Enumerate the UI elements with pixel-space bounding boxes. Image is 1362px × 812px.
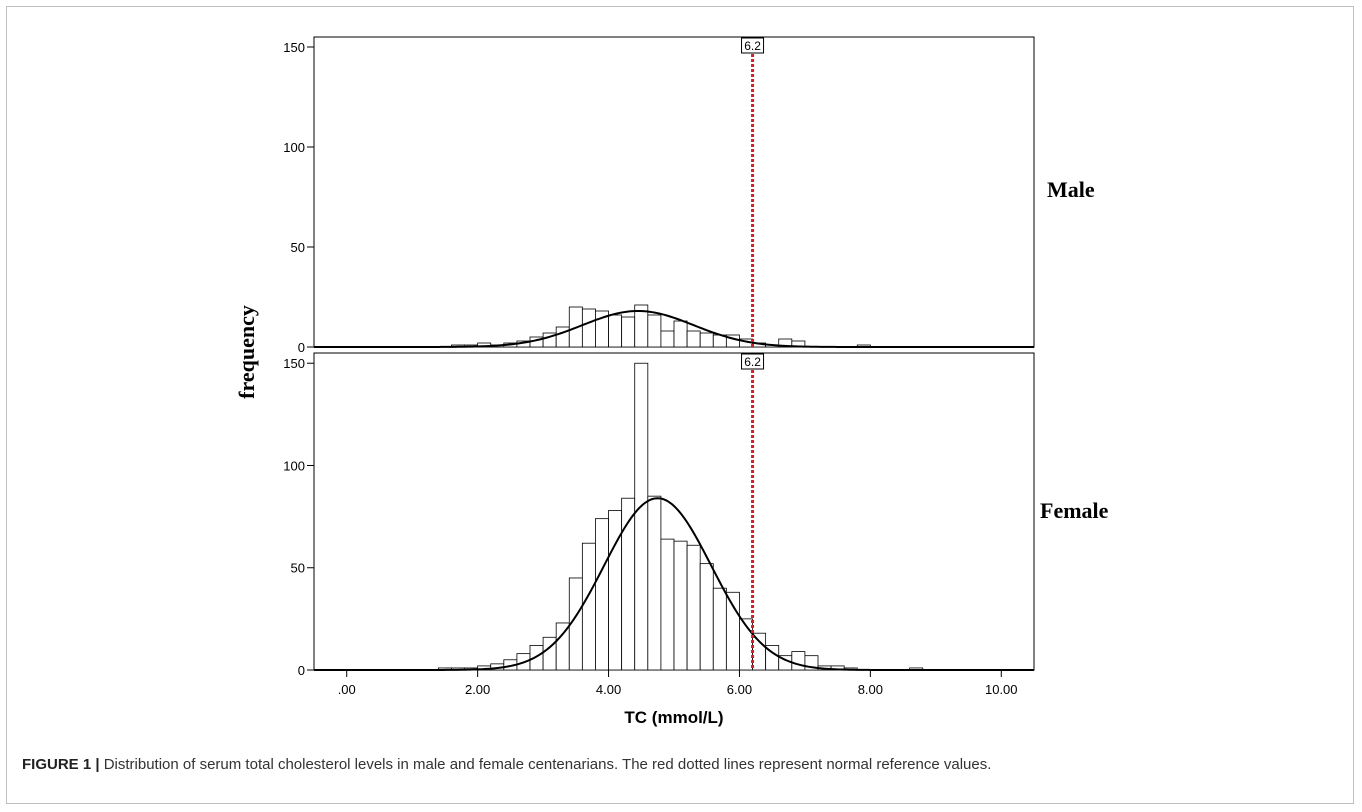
figure-frame [6, 6, 1354, 804]
male-bar-18 [686, 330, 701, 348]
male-bar-12 [608, 314, 623, 348]
male-bar-16 [660, 330, 675, 348]
x-axis: .00 2.00 4.00 6.00 8.00 10.00 [338, 670, 1018, 697]
figure-caption: FIGURE 1 | Distribution of serum total c… [22, 756, 1342, 773]
female-bar-27 [791, 651, 806, 671]
female-bar-7 [529, 645, 544, 671]
x-axis-title: TC (mmol/L) [624, 708, 723, 727]
female-bar-12 [595, 518, 609, 671]
female-bar-16 [647, 495, 662, 671]
female-y-tick-label-1: 50 [291, 561, 305, 576]
male-bar-19 [699, 332, 714, 348]
male-bar-15 [647, 314, 662, 348]
male-y-tick-label-0: 0 [298, 340, 305, 355]
x-tick-label-4: 8.00 [858, 682, 883, 697]
male-y-tick-label-1: 50 [291, 240, 305, 255]
female-normal-curve [314, 497, 1034, 671]
x-tick-label-1: 2.00 [465, 682, 490, 697]
female-bar-9 [555, 622, 570, 671]
female-y-axis: 0 50 100 150 [283, 356, 314, 678]
male-bar-10 [581, 308, 596, 348]
female-bar-24 [752, 632, 767, 671]
female-reference-label: 6.2 [744, 355, 761, 369]
female-y-tick-label-2: 100 [283, 458, 305, 473]
female-bar-21 [712, 587, 727, 671]
female-reference-label-box [741, 353, 765, 370]
female-bar-20 [699, 563, 714, 671]
female-bar-11 [581, 542, 596, 671]
y-axis-title: frequency [234, 305, 259, 399]
male-bar-13 [621, 316, 636, 348]
female-y-tick-label-0: 0 [298, 663, 305, 678]
male-y-tick-label-2: 100 [283, 140, 305, 155]
x-tick-label-5: 10.00 [985, 682, 1018, 697]
female-bar-18 [673, 540, 688, 671]
male-panel-label: Male [1047, 177, 1095, 202]
male-y-axis: 0 50 100 150 [283, 40, 314, 355]
male-normal-curve [314, 309, 1034, 348]
female-bar-19 [686, 544, 701, 671]
male-reference-label: 6.2 [744, 39, 761, 53]
female-bar-15 [634, 362, 649, 671]
x-tick-label-2: 4.00 [596, 682, 621, 697]
histogram-figure: 6.2 6.2 0 50 100 150 0 50 100 150 .00 2.00 4.00 6… [234, 36, 1109, 727]
male-y-tick-label-3: 150 [283, 40, 305, 55]
male-panel-frame [313, 36, 1035, 348]
female-panel-label: Female [1040, 498, 1109, 523]
male-bar-17 [673, 320, 688, 348]
female-bar-17 [660, 538, 675, 671]
caption-label: FIGURE 1 | [22, 756, 100, 773]
caption-text: Distribution of serum total cholesterol … [99, 756, 992, 773]
female-y-tick-label-3: 150 [283, 356, 305, 371]
x-tick-label-3: 6.00 [727, 682, 752, 697]
female-histogram-bars [437, 362, 924, 671]
x-tick-label-0: .00 [338, 682, 356, 697]
male-reference-label-box [741, 37, 765, 54]
